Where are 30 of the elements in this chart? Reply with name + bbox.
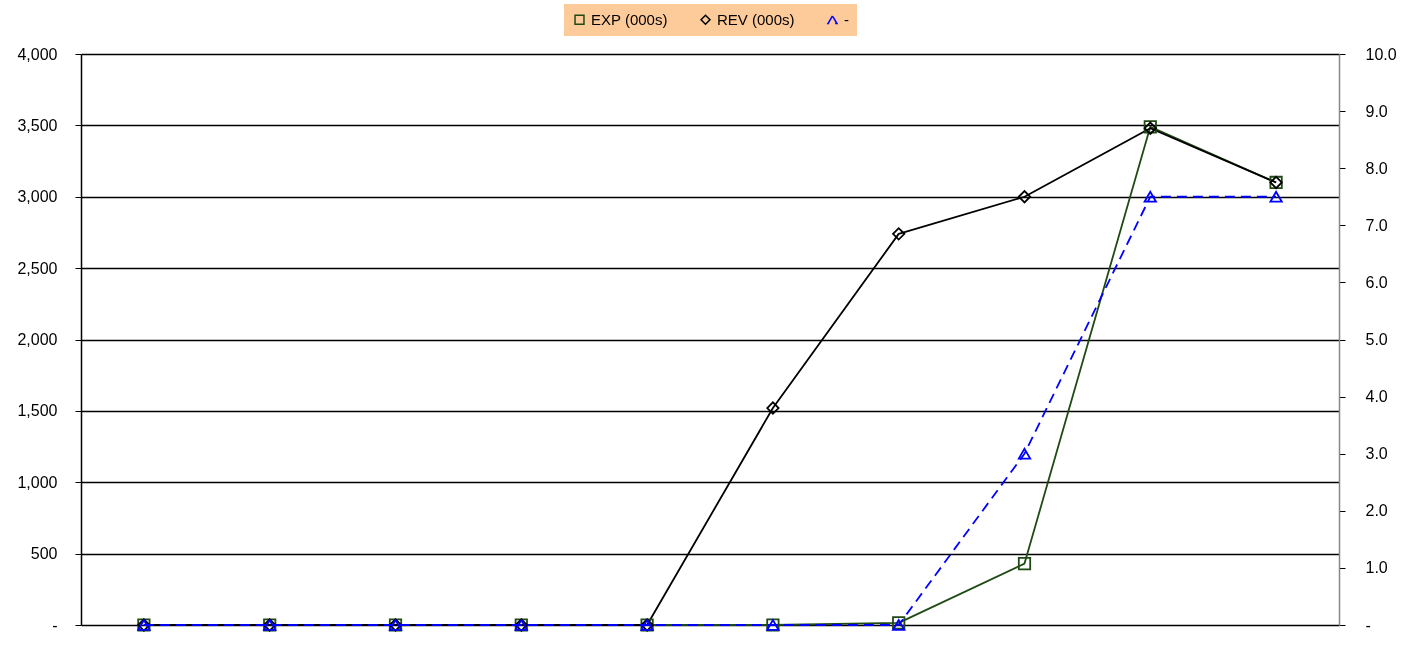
y2-tick-label: 9.0 [1365, 102, 1388, 120]
y-tick-label: - [52, 616, 58, 634]
point [1269, 190, 1283, 203]
y2-tick-label: 10.0 [1365, 45, 1397, 63]
y-tick-label: 3,000 [17, 188, 58, 206]
point [1017, 190, 1032, 204]
y2-tick-label: 7.0 [1365, 216, 1388, 234]
y2-tick-label: 6.0 [1365, 273, 1388, 291]
y-tick-label: 3,500 [17, 116, 58, 134]
point [1017, 447, 1032, 460]
y2-tick-label: 2.0 [1365, 502, 1388, 520]
y2-tick-label: 5.0 [1365, 331, 1388, 348]
y-tick-label: 2,000 [17, 331, 58, 348]
y-tick-label: 1,000 [17, 473, 58, 491]
y2-tick-label: - [1365, 616, 1371, 634]
y2-tick-label: 4.0 [1365, 388, 1388, 406]
y-tick-label: 1,500 [17, 402, 58, 420]
y2-tick-label: 3.0 [1365, 445, 1388, 463]
y2-tick-label: 8.0 [1365, 159, 1388, 177]
point [1017, 557, 1032, 571]
y-tick-label: 4,000 [17, 45, 58, 63]
y2-tick-label: 1.0 [1365, 559, 1388, 577]
y-tick-label: 2,500 [17, 259, 58, 277]
point [766, 401, 780, 415]
legend-label: EXP (000s) [591, 10, 668, 28]
legend-label: REV (000s) [717, 10, 795, 28]
point [892, 227, 906, 241]
y-tick-label: 500 [30, 545, 58, 563]
legend-label: - [844, 10, 849, 28]
point [1143, 190, 1157, 203]
